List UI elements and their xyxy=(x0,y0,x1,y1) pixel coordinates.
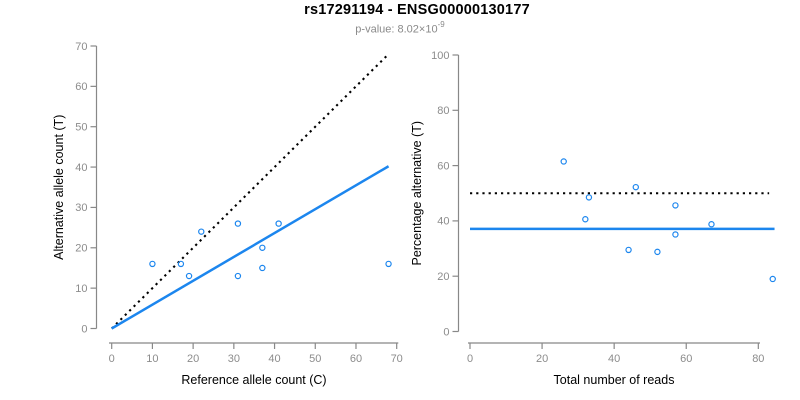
pvalue-text: p-value: 8.02×10 xyxy=(355,23,438,36)
y-tick-label: 80 xyxy=(437,105,449,117)
x-tick-label: 30 xyxy=(228,353,240,365)
data-point-marker xyxy=(672,231,679,238)
x-tick-label: 10 xyxy=(146,353,158,365)
y-tick-label: 60 xyxy=(437,160,449,172)
data-point-marker xyxy=(385,260,392,268)
data-point-marker xyxy=(654,248,661,256)
x-tick-label: 40 xyxy=(608,353,620,365)
x-tick-label: 0 xyxy=(467,353,473,365)
x-axis-title: Reference allele count (C) xyxy=(181,373,326,387)
data-point-marker xyxy=(560,158,567,165)
x-tick-label: 0 xyxy=(109,353,115,365)
x-tick-label: 70 xyxy=(391,353,403,365)
y-axis-title: Alternative allele count (T) xyxy=(52,115,66,260)
data-point-marker xyxy=(632,183,639,191)
x-tick-label: 50 xyxy=(309,353,321,365)
data-point-marker xyxy=(234,272,242,280)
x-tick-label: 80 xyxy=(752,353,764,365)
data-point-marker xyxy=(177,260,185,268)
data-point-marker xyxy=(198,228,205,235)
data-point-marker xyxy=(149,260,156,268)
data-point-marker xyxy=(234,220,242,227)
pvalue-exponent: -9 xyxy=(437,20,445,29)
y-tick-label: 20 xyxy=(75,243,87,255)
x-tick-label: 20 xyxy=(187,353,199,365)
fit-line xyxy=(111,165,390,330)
y-tick-label: 50 xyxy=(75,122,87,134)
chart-subtitle: p-value: 8.02×10-9 xyxy=(0,20,800,36)
data-point-marker xyxy=(582,216,589,223)
data-point-marker xyxy=(625,246,632,254)
data-point-marker xyxy=(585,194,593,201)
data-point-marker xyxy=(708,221,715,228)
y-tick-label: 100 xyxy=(431,50,449,62)
y-axis-title: Percentage alternative (T) xyxy=(410,121,424,266)
y-tick-label: 10 xyxy=(75,283,87,295)
x-tick-label: 40 xyxy=(268,353,280,365)
x-tick-label: 60 xyxy=(680,353,692,365)
data-point-marker xyxy=(259,264,266,272)
y-tick-label: 40 xyxy=(437,216,449,228)
y-tick-label: 20 xyxy=(437,271,449,283)
data-point-marker xyxy=(672,202,679,209)
y-tick-label: 70 xyxy=(75,41,87,53)
x-axis-title: Total number of reads xyxy=(554,373,675,387)
data-point-marker xyxy=(275,220,282,227)
data-point-marker xyxy=(259,244,266,251)
data-point-marker xyxy=(185,272,193,280)
y-tick-label: 30 xyxy=(75,202,87,214)
x-tick-label: 20 xyxy=(536,353,548,365)
y-tick-label: 60 xyxy=(75,81,87,93)
y-tick-label: 40 xyxy=(75,162,87,174)
chart-title: rs17291194 - ENSG00000130177 xyxy=(304,2,530,18)
y-tick-label: 0 xyxy=(81,323,87,335)
data-point-marker xyxy=(769,275,776,283)
y-tick-label: 0 xyxy=(443,326,449,338)
x-tick-label: 60 xyxy=(350,353,362,365)
